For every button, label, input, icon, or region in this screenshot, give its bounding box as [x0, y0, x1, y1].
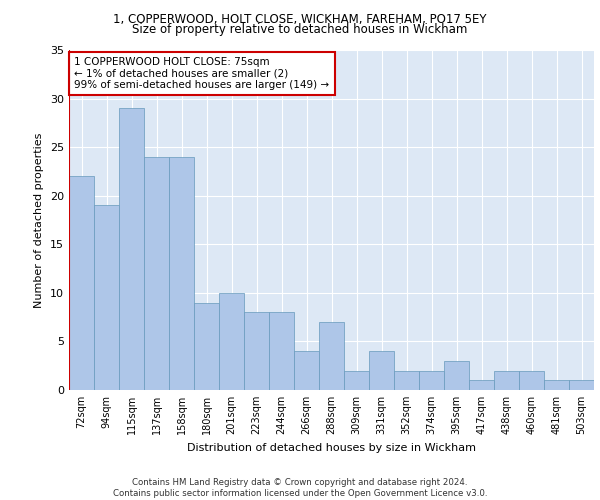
Text: 1 COPPERWOOD HOLT CLOSE: 75sqm
← 1% of detached houses are smaller (2)
99% of se: 1 COPPERWOOD HOLT CLOSE: 75sqm ← 1% of d…	[74, 57, 329, 90]
Text: Size of property relative to detached houses in Wickham: Size of property relative to detached ho…	[133, 22, 467, 36]
Bar	[569, 380, 594, 390]
Bar	[419, 370, 444, 390]
Bar	[144, 157, 169, 390]
Bar	[319, 322, 344, 390]
Bar	[294, 351, 319, 390]
Bar	[394, 370, 419, 390]
Bar	[219, 293, 244, 390]
Bar	[494, 370, 519, 390]
X-axis label: Distribution of detached houses by size in Wickham: Distribution of detached houses by size …	[187, 442, 476, 452]
Bar	[119, 108, 144, 390]
Bar	[469, 380, 494, 390]
Bar	[69, 176, 94, 390]
Bar	[269, 312, 294, 390]
Bar	[369, 351, 394, 390]
Bar	[194, 302, 219, 390]
Text: Contains HM Land Registry data © Crown copyright and database right 2024.
Contai: Contains HM Land Registry data © Crown c…	[113, 478, 487, 498]
Text: 1, COPPERWOOD, HOLT CLOSE, WICKHAM, FAREHAM, PO17 5EY: 1, COPPERWOOD, HOLT CLOSE, WICKHAM, FARE…	[113, 12, 487, 26]
Y-axis label: Number of detached properties: Number of detached properties	[34, 132, 44, 308]
Bar	[94, 206, 119, 390]
Bar	[169, 157, 194, 390]
Bar	[444, 361, 469, 390]
Bar	[344, 370, 369, 390]
Bar	[519, 370, 544, 390]
Bar	[244, 312, 269, 390]
Bar	[544, 380, 569, 390]
